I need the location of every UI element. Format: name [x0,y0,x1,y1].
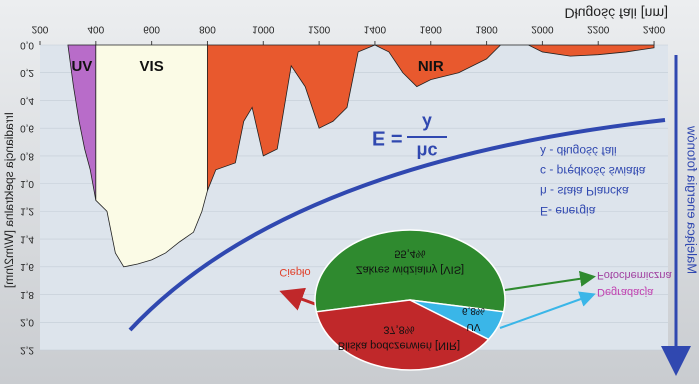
y-tick-label: 1,6 [20,261,34,272]
y-tick-label: 0,0 [20,39,34,50]
x-tick-label: 600 [143,23,160,34]
y-tick-label: 0,2 [20,67,34,78]
x-tick-label: 1400 [364,23,387,34]
y-tick-label: 0,4 [20,95,34,106]
y-tick-label: 2,0 [20,317,34,328]
slice-value: 55,4% [394,248,425,260]
equation-numerator: hc [416,141,437,161]
pie-slice [409,299,505,341]
x-tick-label: 2000 [531,23,554,34]
legend-text: E- energia [540,204,596,218]
y-tick-label: 0,6 [20,123,34,134]
y-axis-title: Irradiancja spektralna [W/m2/nm] [2,112,16,288]
y-tick-label: 1,4 [20,233,34,244]
pie: Zakres widzialny [VIS] 55,4% Bliska podcze… [314,229,506,371]
pie-slice [315,299,490,371]
slice-value: 37,8% [383,324,414,336]
degradation-arrow [499,291,596,329]
y-tick-label: 0,8 [20,150,34,161]
slice-label: UV [466,321,480,332]
y-tick-label: 1,0 [20,178,34,189]
x-tick-label: 800 [199,23,216,34]
slice-value: 6,8% [462,305,485,316]
equation-lhs: E = [372,127,403,149]
x-tick-label: 200 [32,23,49,34]
equation-denominator: λ [422,112,432,132]
x-tick-label: 2200 [587,23,610,34]
pie-slice [314,229,506,313]
y-tick-label: 1,2 [20,206,34,217]
slice-label: Zakres widzialny [VIS] [356,264,464,276]
energy-curve [128,118,666,332]
x-tick-label: 1000 [252,23,275,34]
x-tick-label: 400 [87,23,104,34]
x-tick-label: 1600 [420,23,443,34]
x-tick-label: 2400 [643,23,666,34]
legend-text: h - stała Plancka [540,184,629,198]
effect-label: Degradacja [597,286,654,298]
x-tick-label: 1200 [308,23,331,34]
y-tick-label: 2,2 [20,344,34,355]
photochem-arrow [504,270,596,291]
x-axis-title: Długość fali [nm] [565,5,668,21]
region-label: NIR [418,58,444,75]
slice-label: Bliska podczerwień [NIR] [338,340,460,352]
x-tick-label: 1800 [475,23,498,34]
spectrum-area [95,44,208,268]
region-label: UV [71,58,92,75]
legend-text: λ - długość fali [540,144,617,158]
effect-label: Ciepło [279,266,310,278]
region-label: VIS [140,58,164,75]
y-tick-label: 1,8 [20,289,34,300]
legend-text: c - prędkość światła [540,164,646,178]
energy-arrow-label: Malejąca energia fotonów [685,125,699,274]
layer: 0,0 0,2 0,4 0,6 0,8 1,0 1,2 1,4 1,6 1,8 2,0 2,2 200 4… [20,23,668,355]
effect-label: Fotochemiczna [597,269,672,281]
spectrum-area [207,44,655,191]
